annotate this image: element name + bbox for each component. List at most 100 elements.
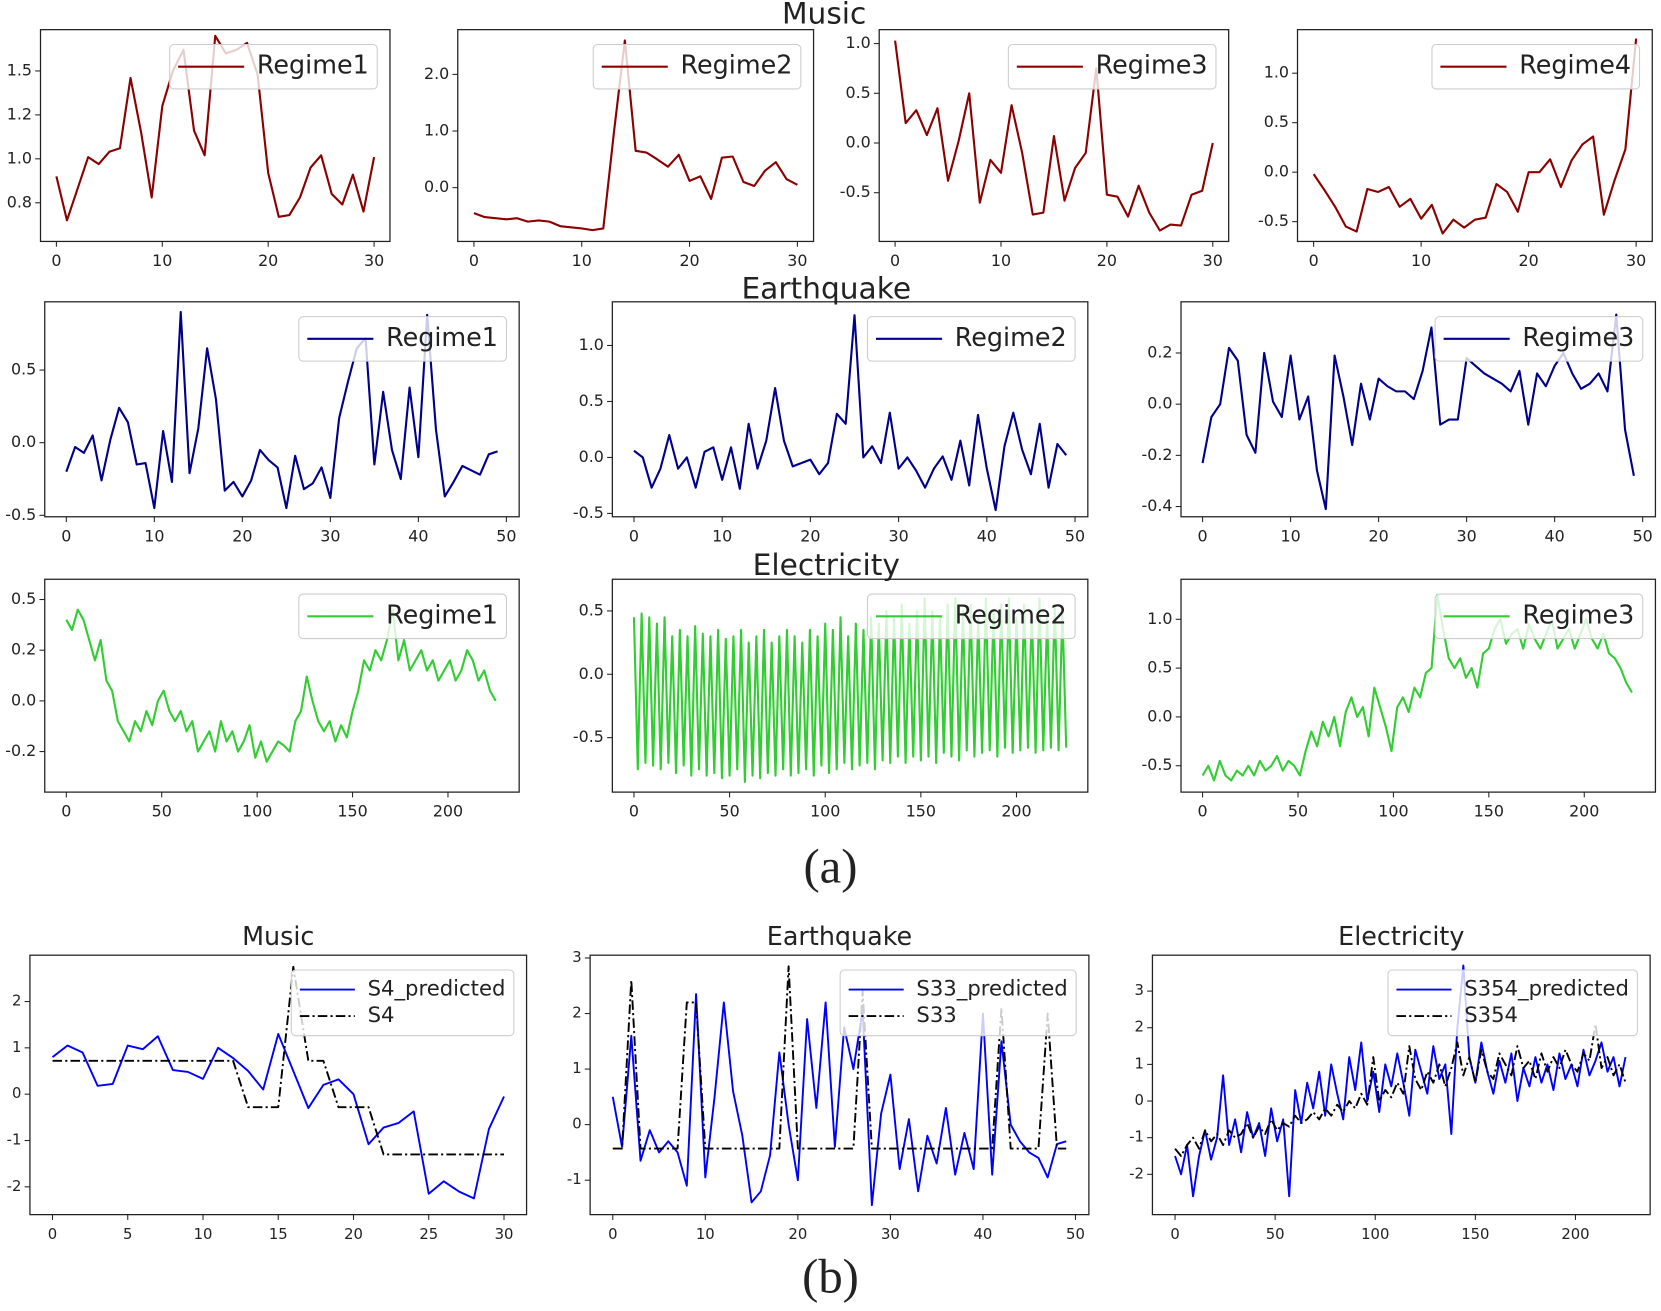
legend: Regime1 (298, 593, 507, 640)
legend-box (1007, 43, 1217, 90)
y-tick-label: 0.2 (1147, 342, 1172, 361)
legend-label: Regime3 (1522, 599, 1634, 629)
x-tick-label: 20 (679, 251, 699, 270)
y-tick-label: 0.0 (11, 690, 36, 709)
x-tick-label: 20 (1097, 251, 1117, 270)
x-tick-label: 20 (1369, 526, 1389, 545)
y-tick-label: -2 (7, 1178, 22, 1195)
axes-frame (1180, 301, 1657, 518)
legend-box (866, 593, 1076, 640)
x-tick-label: 50 (1065, 526, 1085, 545)
legend: Regime2 (866, 593, 1076, 640)
y-tick-label: 0.0 (1147, 394, 1172, 413)
x-tick-label: 30 (364, 251, 384, 270)
x-tick-label: 0 (51, 251, 61, 270)
x-tick-label: 30 (320, 526, 340, 545)
y-tick-label: -0.5 (573, 503, 604, 522)
x-tick-label: 100 (1378, 802, 1408, 821)
legend-box (298, 593, 507, 640)
x-tick-label: 0 (629, 526, 639, 545)
series-line (611, 993, 1067, 1207)
y-tick-label: 1.0 (579, 335, 604, 354)
axes-frame (611, 301, 1089, 518)
subplot-title: Music (242, 921, 314, 951)
legend-box (290, 969, 515, 1037)
legend-label: S4_predicted (368, 976, 506, 1001)
subplot-title: Earthquake (767, 921, 912, 951)
x-tick-label: 40 (408, 526, 428, 545)
y-tick-label: 1 (572, 1060, 581, 1077)
series-line (51, 1033, 505, 1200)
series-line (1312, 38, 1638, 235)
subplot: -0.5 0.0 0.5 1.0 0 10 20 30 40 50 Regime2 (573, 301, 1089, 545)
legend-label: Regime1 (386, 599, 498, 629)
legend-label: S33_predicted (916, 976, 1067, 1001)
panel-label: (b) (802, 1250, 859, 1304)
x-tick-label: 20 (232, 526, 252, 545)
x-tick-label: 30 (495, 1226, 514, 1243)
x-tick-label: 30 (787, 251, 807, 270)
x-tick-label: 30 (889, 526, 909, 545)
legend-box (839, 969, 1077, 1037)
legend-label: Regime2 (955, 322, 1067, 352)
y-tick-label: 2 (572, 1005, 581, 1022)
legend: Regime2 (592, 43, 802, 90)
subplot: -0.5 0.0 0.5 1.0 0 10 20 30 Regime3 (840, 29, 1230, 270)
x-tick-label: 200 (433, 802, 463, 821)
y-tick-label: 3 (572, 949, 581, 966)
x-tick-label: 50 (496, 526, 516, 545)
axes-frame (44, 578, 520, 793)
series-line (65, 608, 497, 763)
x-tick-label: 10 (194, 1226, 213, 1243)
y-tick-label: 1.2 (7, 104, 32, 123)
y-tick-label: 2.0 (424, 64, 449, 83)
y-tick-label: -0.5 (5, 505, 36, 524)
subplot: Electricity -2 -1 0 1 2 3 0 50 100 150 200 S354_pred… (1129, 921, 1651, 1243)
y-tick-label: 1.0 (424, 121, 449, 140)
subplot: -0.5 0.0 0.5 0 50 100 150 200 Regime2 (573, 578, 1089, 821)
legend: Regime2 (866, 316, 1076, 362)
x-tick-label: 50 (719, 802, 739, 821)
axes-frame (457, 29, 815, 243)
x-tick-label: 0 (1309, 251, 1319, 270)
series-line (473, 39, 798, 232)
legend-label: S354 (1464, 1002, 1518, 1027)
x-tick-label: 100 (242, 802, 272, 821)
legend: Regime3 (1007, 43, 1217, 90)
y-tick-label: -0.5 (573, 727, 604, 746)
y-tick-label: 0 (1135, 1092, 1144, 1109)
x-tick-label: 40 (1545, 526, 1565, 545)
y-tick-label: 0.0 (579, 664, 604, 683)
legend-box (1387, 969, 1638, 1037)
legend-label: Regime1 (386, 322, 498, 352)
subplot-title: Electricity (1338, 921, 1464, 951)
series-line (633, 314, 1068, 512)
x-tick-label: 10 (991, 251, 1011, 270)
x-tick-label: 0 (469, 251, 479, 270)
subplot: -0.5 0.0 0.5 0 10 20 30 40 50 Regime1 (5, 301, 520, 545)
x-tick-label: 25 (419, 1226, 438, 1243)
x-tick-label: 0 (1170, 1226, 1179, 1243)
series-line (894, 40, 1214, 232)
axes-frame (589, 954, 1090, 1216)
y-tick-label: 0.5 (579, 391, 604, 410)
series-line (55, 34, 376, 222)
axes-frame (1180, 578, 1657, 793)
axes-frame (878, 29, 1230, 243)
y-tick-label: -0.4 (1142, 496, 1173, 515)
y-tick-label: 0 (12, 1085, 21, 1102)
x-tick-label: 150 (1474, 802, 1504, 821)
x-tick-label: 40 (974, 1226, 993, 1243)
x-tick-label: 150 (906, 802, 936, 821)
legend-box (1434, 316, 1644, 362)
legend: Regime1 (298, 316, 507, 362)
y-tick-label: 2 (1135, 1019, 1144, 1036)
y-tick-label: 0.0 (845, 133, 870, 152)
x-tick-label: 100 (810, 802, 840, 821)
y-tick-label: -0.2 (5, 741, 36, 760)
